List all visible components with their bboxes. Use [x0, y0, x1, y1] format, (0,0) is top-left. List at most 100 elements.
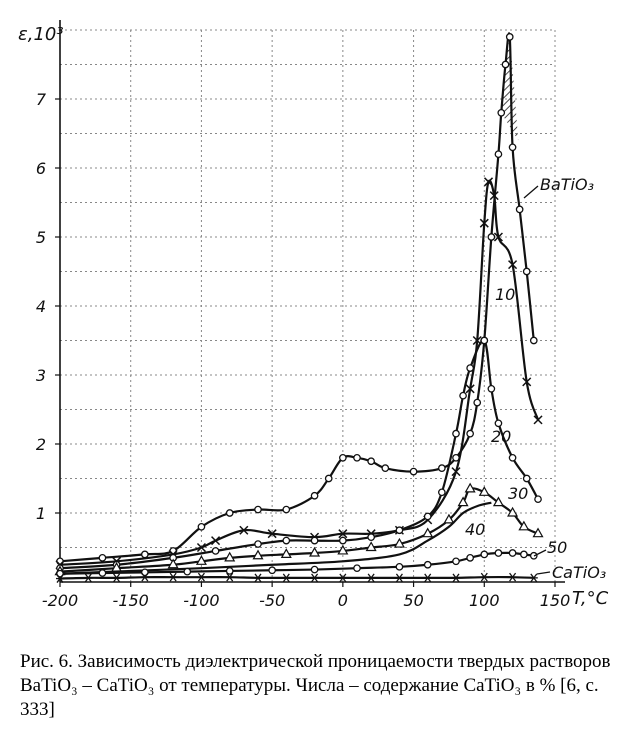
- cross-stroke: [479, 218, 489, 228]
- data-point: [409, 467, 418, 476]
- data-point: [395, 526, 404, 535]
- data-point: [423, 512, 432, 521]
- cross-stroke: [489, 191, 499, 201]
- series-group: BaTiO₃ 10 20 30 40 50 CaTiO₃: [54, 32, 606, 583]
- star-stroke: [339, 573, 347, 583]
- data-point: [196, 542, 206, 553]
- data-point: [267, 529, 277, 539]
- data-point: [452, 573, 460, 583]
- data-point: [56, 574, 64, 583]
- series-line: [59, 32, 535, 563]
- data-point: [339, 453, 347, 462]
- data-point: [225, 509, 234, 517]
- star-stroke: [311, 573, 319, 583]
- data-point: [508, 143, 517, 152]
- cross-stroke: [472, 335, 482, 346]
- data-point: [508, 260, 518, 270]
- data-point: [225, 572, 234, 582]
- x-tick-label: 50: [403, 591, 423, 610]
- data-point: [254, 573, 262, 583]
- series-1: [56, 32, 538, 566]
- cross-stroke: [239, 525, 249, 535]
- data-point: [310, 491, 319, 500]
- data-point: [211, 536, 221, 546]
- star-stroke: [197, 572, 205, 582]
- data-point: [423, 560, 432, 569]
- grid: [59, 29, 556, 582]
- cross-stroke: [483, 177, 494, 187]
- series-5: [59, 501, 492, 575]
- data-point: [338, 573, 347, 583]
- cross-stroke: [451, 467, 461, 477]
- data-point: [505, 33, 514, 41]
- data-point: [492, 496, 504, 507]
- data-point: [141, 550, 149, 559]
- series-line: [59, 575, 534, 580]
- data-point: [367, 533, 375, 542]
- star-stroke: [424, 573, 432, 583]
- data-point: [466, 429, 474, 438]
- data-point: [353, 453, 361, 462]
- y-tick-label: 1: [36, 504, 46, 523]
- star-stroke: [452, 573, 460, 583]
- data-point: [438, 464, 446, 472]
- data-point: [466, 553, 474, 562]
- data-point: [56, 569, 64, 578]
- data-point: [473, 398, 482, 407]
- y-tick-label: 4: [36, 297, 46, 316]
- star-stroke: [395, 573, 403, 583]
- series-line: [59, 501, 492, 575]
- y-tick-label: 5: [36, 228, 46, 247]
- axes: [55, 20, 565, 587]
- star-stroke: [282, 573, 290, 583]
- data-point: [480, 550, 489, 559]
- x-tick-label: 100: [469, 591, 500, 610]
- data-point: [140, 572, 149, 582]
- leader-line-catio3: [536, 571, 551, 575]
- star-stroke: [530, 573, 538, 583]
- data-point: [452, 557, 460, 566]
- data-point: [466, 364, 474, 372]
- data-point: [501, 60, 510, 69]
- data-point: [479, 218, 489, 228]
- data-point: [337, 544, 349, 555]
- data-point: [515, 205, 524, 214]
- series-label: 10: [495, 285, 515, 304]
- cross-stroke: [267, 529, 277, 539]
- x-tick-label: -50: [259, 591, 285, 610]
- y-tick-label: 2: [36, 435, 46, 454]
- series-7: [56, 572, 538, 583]
- data-point: [489, 191, 499, 201]
- cross-stroke: [508, 260, 518, 270]
- data-point: [353, 564, 361, 573]
- star-stroke: [84, 573, 92, 583]
- data-point: [478, 486, 490, 496]
- data-point: [310, 536, 319, 545]
- data-point: [423, 573, 432, 583]
- data-point: [480, 572, 489, 582]
- cross-stroke: [493, 232, 503, 242]
- data-point: [522, 267, 531, 276]
- data-point: [464, 482, 476, 493]
- data-point: [282, 505, 291, 514]
- data-point: [518, 520, 530, 531]
- x-tick-label: -200: [42, 591, 78, 610]
- star-stroke: [169, 572, 177, 582]
- data-point: [224, 551, 236, 562]
- data-point: [254, 505, 262, 514]
- data-point: [497, 108, 506, 117]
- series-3: [56, 336, 542, 573]
- data-point: [395, 562, 404, 571]
- data-point: [522, 474, 531, 483]
- data-point: [141, 568, 149, 577]
- data-point: [310, 565, 319, 574]
- star-stroke: [480, 572, 488, 582]
- data-point: [508, 453, 517, 462]
- data-point: [338, 529, 348, 539]
- x-tick-label: -150: [113, 591, 149, 610]
- x-tick-label: -100: [183, 591, 219, 610]
- star-stroke: [56, 574, 64, 583]
- data-point: [494, 549, 503, 557]
- data-point: [522, 377, 532, 387]
- data-point: [459, 391, 467, 400]
